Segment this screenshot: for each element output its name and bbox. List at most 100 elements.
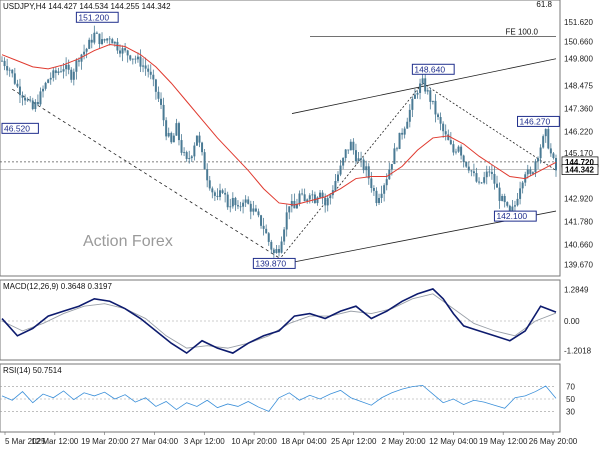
macd-title: MACD(12,26,9) 0.3648 0.3197: [3, 282, 113, 291]
candle-body: [457, 146, 460, 152]
candle-body: [126, 50, 129, 56]
x-tick-label: 19 Mar 20:00: [81, 437, 129, 446]
candle-body: [480, 182, 483, 184]
y-tick-label: 147.360: [564, 104, 593, 113]
y-tick-label: 141.780: [564, 218, 593, 227]
candle-body: [216, 195, 219, 197]
candle-body: [283, 229, 286, 242]
price-annotations: 151.200 46.520 148.640 146.270 142.100 139.87…: [1, 0, 560, 269]
y-tick-label: 151.620: [564, 18, 593, 27]
macd-panel: [0, 279, 561, 361]
candle-body: [95, 32, 98, 34]
candle-body: [88, 39, 91, 49]
candle-body: [8, 69, 11, 71]
rsi-tick-label: 70: [566, 383, 575, 392]
candle-body: [280, 241, 283, 253]
candle-body: [395, 148, 398, 150]
x-tick-label: 27 Mar 04:00: [131, 437, 179, 446]
dashed-trendline-down: [12, 88, 280, 259]
candle-body: [513, 205, 516, 207]
candle-body: [211, 188, 214, 193]
candle-body: [285, 212, 288, 230]
candle-body: [342, 157, 345, 166]
y-tick-label: 142.920: [564, 194, 593, 203]
candle-body: [354, 150, 357, 162]
rsi-line: [1, 384, 557, 412]
annotation-label: 151.200: [78, 12, 109, 22]
candle-body: [365, 166, 368, 171]
candle-body: [6, 66, 9, 71]
candle-body: [213, 192, 216, 196]
candle-body: [398, 132, 401, 149]
candle-body: [147, 68, 150, 72]
candle-body: [380, 193, 383, 198]
annotation-box: [1, 122, 39, 134]
candle-body: [555, 158, 557, 171]
candle-body: [275, 249, 278, 254]
rsi-tick-label: 30: [566, 407, 575, 416]
candle-body: [444, 131, 447, 135]
candle-body: [529, 169, 532, 174]
x-tick-label: 3 Apr 12:00: [184, 437, 225, 446]
candle-body: [157, 91, 160, 99]
candle-body: [496, 183, 499, 188]
candle-body: [465, 161, 468, 167]
candle-body: [165, 120, 168, 137]
candle-body: [183, 152, 186, 153]
candle-body: [308, 195, 311, 200]
candle-body: [549, 148, 552, 154]
candle-body: [234, 197, 237, 206]
candle-body: [408, 109, 411, 122]
candle-body: [62, 69, 65, 72]
candle-body: [257, 211, 260, 216]
candle-body: [378, 197, 381, 204]
annotation-label: 46.520: [4, 123, 30, 133]
annotation-label: 146.270: [520, 116, 551, 126]
candle-body: [190, 156, 193, 159]
candle-body: [316, 197, 319, 204]
candle-body: [47, 79, 50, 83]
candle-body: [59, 71, 62, 73]
candle-body: [452, 144, 455, 153]
candle-body: [26, 99, 29, 101]
y-tick-label: 145.170: [564, 149, 593, 158]
candle-body: [252, 208, 255, 212]
candle-body: [80, 54, 83, 62]
candle-body: [242, 202, 245, 207]
candle-body: [206, 169, 209, 181]
x-tick-label: 12 Mar 12:00: [31, 437, 79, 446]
channel-upper: [291, 58, 557, 114]
candle-body: [124, 48, 127, 51]
macd-main-line: [1, 288, 557, 355]
candle-body: [537, 158, 540, 162]
candle-body: [475, 173, 478, 182]
candle-body: [344, 149, 347, 158]
candle-body: [347, 149, 350, 151]
candle-body: [260, 215, 263, 226]
candle-body: [547, 129, 550, 149]
candle-body: [136, 56, 139, 60]
x-tick-label: 10 Apr 20:00: [231, 437, 277, 446]
candle-body: [142, 65, 145, 67]
candle-body: [244, 199, 247, 203]
candle-body: [231, 197, 234, 207]
candle-body: [421, 78, 424, 84]
candle-body: [357, 158, 360, 162]
candle-body: [249, 203, 252, 212]
candle-body: [278, 249, 280, 253]
candle-body: [131, 58, 134, 60]
candle-body: [167, 132, 170, 137]
candle-body: [449, 140, 452, 145]
candle-body: [265, 228, 268, 234]
annotation-box: [75, 11, 119, 23]
candle-body: [375, 190, 378, 204]
candle-body: [506, 202, 509, 206]
candle-body: [208, 180, 211, 189]
y-tick-label: 140.660: [564, 240, 593, 249]
candle-body: [113, 41, 116, 44]
candle-body: [319, 192, 322, 198]
candle-body: [295, 203, 298, 209]
candle-body: [426, 90, 429, 92]
annotation-box: [517, 115, 560, 127]
